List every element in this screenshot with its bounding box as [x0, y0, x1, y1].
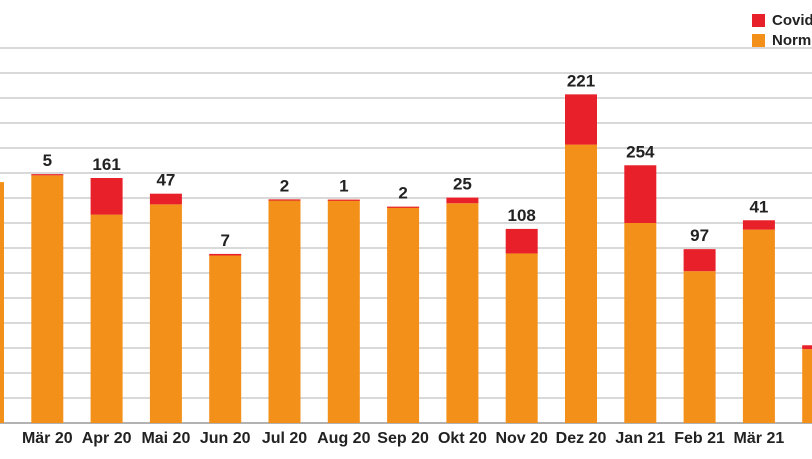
x-tick-label-5: Jul 20: [262, 430, 307, 447]
x-tick-label-1: Mär 20: [22, 430, 73, 447]
bar-covid-4: [209, 253, 242, 256]
bar-covid-11: [624, 165, 657, 223]
bar-covid-10: [565, 94, 597, 145]
x-tick-label-10: Dez 20: [556, 430, 607, 447]
bar-normal-14: [802, 349, 812, 423]
data-label-10: 221: [567, 71, 595, 90]
bar-covid-13: [742, 220, 775, 230]
data-label-13: 41: [749, 197, 768, 216]
bar-normal-9: [505, 253, 538, 423]
legend-item-normal: Norm: [752, 30, 812, 50]
x-tick-label-6: Aug 20: [317, 430, 370, 447]
bar-normal-2: [90, 214, 123, 423]
bar-normal-6: [327, 199, 360, 423]
legend-item-covid: Covid: [752, 10, 812, 30]
x-tick-label-2: Apr 20: [82, 430, 132, 447]
data-label-1: 5: [43, 151, 52, 170]
bar-covid-7: [387, 206, 420, 208]
data-label-2: 161: [92, 155, 120, 174]
bar-normal-7: [387, 207, 420, 423]
bar-covid-12: [683, 249, 716, 272]
bar-covid-9: [505, 228, 538, 254]
bar-covid-14: [802, 345, 812, 350]
bar-normal-3: [149, 204, 182, 423]
bar-normal-8: [446, 203, 479, 423]
bar-normal-5: [268, 199, 301, 423]
bar-covid-8: [446, 197, 479, 204]
bar-normal-0: [0, 182, 4, 423]
data-label-8: 25: [453, 175, 472, 194]
legend-swatch-covid: [752, 13, 765, 27]
data-label-12: 97: [690, 226, 709, 245]
bar-normal-1: [31, 175, 64, 423]
bar-covid-3: [149, 193, 182, 205]
data-label-5: 2: [280, 176, 289, 195]
x-tick-label-4: Jun 20: [200, 430, 251, 447]
bar-covid-1: [31, 174, 64, 176]
legend-swatch-normal: [752, 33, 765, 47]
data-label-7: 2: [398, 184, 407, 203]
bar-normal-11: [624, 223, 657, 423]
bar-normal-10: [565, 144, 597, 423]
x-tick-label-12: Feb 21: [674, 430, 725, 447]
data-label-11: 254: [626, 142, 655, 161]
x-tick-label-8: Okt 20: [438, 430, 487, 447]
bar-covid-2: [90, 178, 123, 215]
x-tick-label-3: Mai 20: [141, 430, 190, 447]
bar-covid-5: [268, 199, 301, 201]
legend: Covid Norm: [752, 10, 812, 50]
x-tick-label-11: Jan 21: [615, 430, 665, 447]
data-label-6: 1: [339, 177, 348, 196]
bars: [0, 94, 812, 423]
bar-normal-13: [742, 229, 775, 423]
bar-covid-6: [327, 199, 360, 201]
data-label-3: 47: [156, 171, 175, 190]
bar-normal-4: [209, 255, 242, 423]
x-tick-label-13: Mär 21: [734, 430, 785, 447]
legend-label-normal: Norm: [772, 31, 812, 49]
x-tick-label-7: Sep 20: [377, 430, 429, 447]
bar-normal-12: [683, 271, 716, 423]
x-tick-label-9: Nov 20: [495, 430, 548, 447]
data-labels: 51614772122510822125497411: [43, 71, 769, 250]
data-label-9: 108: [508, 206, 536, 225]
legend-label-covid: Covid: [772, 11, 812, 29]
data-label-4: 7: [220, 231, 229, 250]
